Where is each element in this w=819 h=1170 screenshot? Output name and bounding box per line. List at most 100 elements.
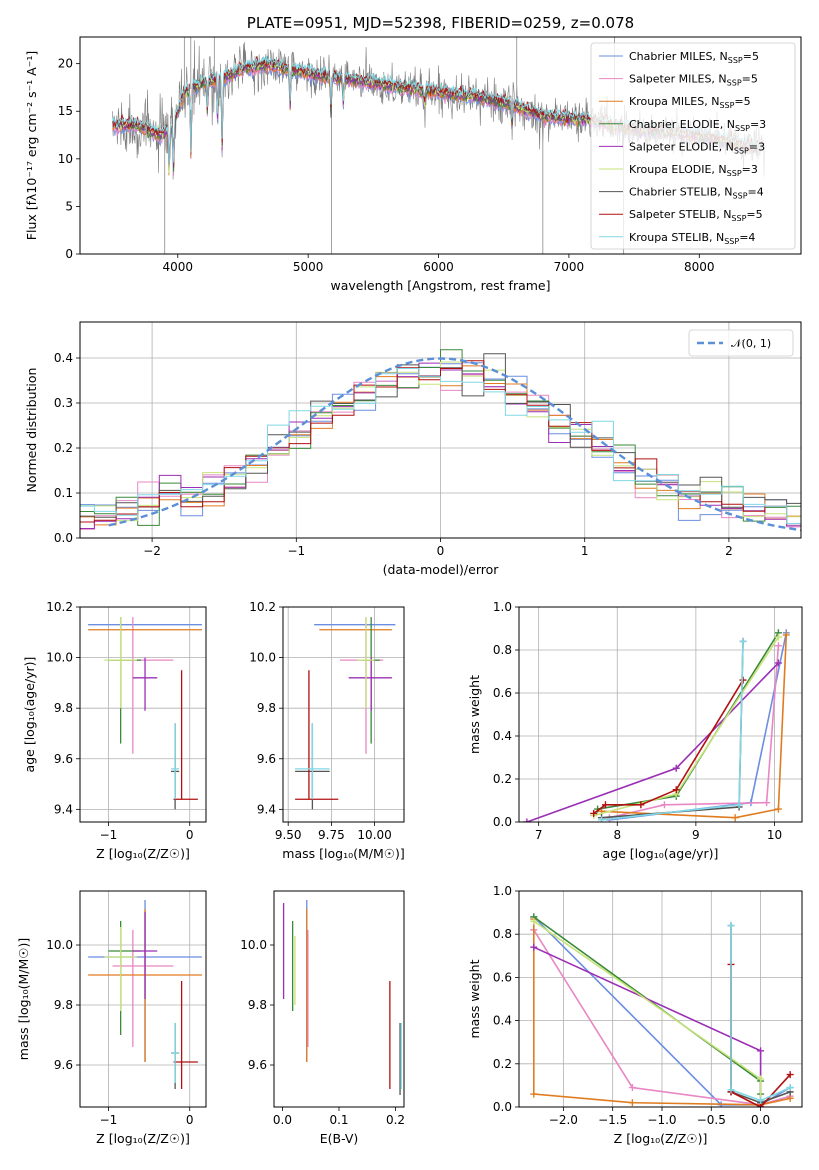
legend-entry-subscript: SSP [724,237,739,246]
weight-line-kroupa-miles [601,634,788,819]
x-tick-label: 7 [535,828,543,842]
plot-frame [79,321,802,539]
y-axis-label: age [log₁₀(age/yr)] [22,657,37,773]
y-tick-label: 0.6 [493,970,512,984]
x-tick-label: −0.5 [697,1113,726,1127]
legend-entry-subscript: SSP [735,124,750,133]
weight-line-kroupa-stelib [730,925,791,1102]
errorbar-kroupa-elodie [357,617,375,709]
normal-distribution-curve [108,357,801,532]
weight-lines [523,629,790,822]
y-tick-label: 15 [58,104,73,118]
weight-point-salpeter-miles [774,642,782,650]
errorbar-kroupa-stelib [295,723,330,800]
x-tick-label: −1 [287,544,305,558]
y-tick-label: 0.8 [493,643,512,657]
weight-point-kroupa-miles [786,1094,794,1102]
y-tick-label: 0.6 [493,686,512,700]
legend-entry-value: =5 [743,50,759,63]
y-tick-label: 0.2 [54,441,73,455]
y-tick-label: 9.8 [257,701,276,715]
y-tick-label: 10.0 [249,651,276,665]
weight-point-kroupa-miles [530,1090,538,1098]
errorbar-chabrier-elodie [108,617,141,744]
y-tick-label: 10.0 [240,938,267,952]
plot-frame [79,606,207,823]
y-tick-label: 10.0 [46,938,73,952]
x-tick-label: 0 [437,544,445,558]
y-axis-label: mass weight [467,675,482,754]
errorbar-salpeter-elodie [348,657,392,711]
age-vs-metallicity-panel: −1 0 9.4 9.6 9.8 10.0 10.2 Z [log₁₀(Z/Z☉)] age [… [22,600,207,861]
x-tick-label: 10 [767,828,782,842]
x-tick-label: −1.5 [598,1113,627,1127]
y-tick-label: 0.0 [493,815,512,829]
y-tick-label: 10.2 [46,600,73,614]
x-tick-label: 0.0 [751,1113,770,1127]
y-tick-label: 0.2 [493,772,512,786]
weight-vs-metallicity-panel: −2.0 −1.5 −1.0 −0.5 0.0 0.0 0.2 0.4 0.6 0.8 1.0 Z [… [467,884,803,1146]
y-tick-label: 9.8 [54,998,73,1012]
errorbar-kroupa-stelib [171,1023,180,1083]
y-tick-label: 10.0 [46,651,73,665]
weight-point-salpeter-miles [660,801,668,809]
errorbar-marks [282,900,402,1095]
legend-entry-value: =3 [750,118,766,131]
weight-point-kroupa-miles [782,631,790,639]
weight-point-salpeter-elodie [774,659,782,667]
legend-entry-label: Salpeter STELIB, N [629,208,731,221]
errorbar-salpeter-stelib [295,670,339,800]
chart-title: PLATE=0951, MJD=52398, FIBERID=0259, z=0… [247,14,634,32]
y-tick-label: 0.4 [493,1014,512,1028]
y-axis-label: Normed distribution [24,368,39,493]
legend-entry-subscript: SSP [734,146,749,155]
legend-entry-value: =5 [742,73,758,86]
plot-frame [518,890,803,1108]
weight-point-salpeter-elodie [672,764,680,772]
x-tick-label: 8 [613,828,621,842]
weight-point-salpeter-elodie [523,818,531,822]
x-axis-label: E(B-V) [320,1131,359,1146]
x-tick-label: −2 [143,544,161,558]
x-tick-label: 7000 [554,260,585,274]
legend-entry-subscript: SSP [719,101,734,110]
x-tick-label: 9.50 [275,828,302,842]
weight-point-kroupa-stelib [786,1084,794,1092]
plot-frame [79,890,207,1108]
legend-entry-label: Chabrier ELODIE, N [629,118,735,131]
errorbar-kroupa-elodie [104,617,137,709]
legend-entry-subscript: SSP [731,214,746,223]
y-tick-label: 1.0 [493,884,512,898]
x-tick-label: 0.0 [273,1113,292,1127]
weight-point-salpeter-stelib [672,786,680,794]
y-tick-label: 9.6 [248,1058,267,1072]
errorbar-kroupa-stelib [171,723,180,800]
y-tick-label: 0.8 [493,927,512,941]
errorbar-salpeter-miles [340,617,384,754]
legend-entry-value: =5 [734,95,750,108]
residual-histogram-panel: −2 −1 0 1 2 0.0 0.1 0.2 0.3 0.4 (data-model)/error… [24,321,802,577]
weight-point-salpeter-miles [628,1084,636,1092]
legend-entry-value: =3 [749,140,765,153]
weight-point-kroupa-stelib [727,922,735,930]
y-tick-label: 0.1 [54,486,73,500]
weight-lines [530,913,794,1107]
y-axis-label: mass [log₁₀(M/M☉)] [16,938,31,1060]
weight-line-kroupa-stelib [601,641,744,821]
legend-entry-label: Kroupa ELODIE, N [629,163,727,176]
errorbar-salpeter-stelib [173,981,198,1089]
x-tick-label: −2.0 [549,1113,578,1127]
weight-line-chabrier-miles [609,632,788,821]
y-tick-label: 0.0 [54,531,73,545]
x-tick-label: 0 [186,1113,194,1127]
legend-entry: Kroupa ELODIE, NSSP=3 [629,163,758,178]
legend-entry-label: Kroupa MILES, N [629,95,719,108]
weight-point-kroupa-stelib [598,816,606,822]
weight-point-kroupa-elodie [757,1075,765,1083]
x-axis-label: (data-model)/error [383,562,500,577]
y-tick-label: 0.0 [493,1100,512,1114]
x-tick-label: 6000 [423,260,454,274]
x-tick-label: 8000 [684,260,715,274]
legend-entry: Chabrier MILES, NSSP=5 [629,50,759,65]
